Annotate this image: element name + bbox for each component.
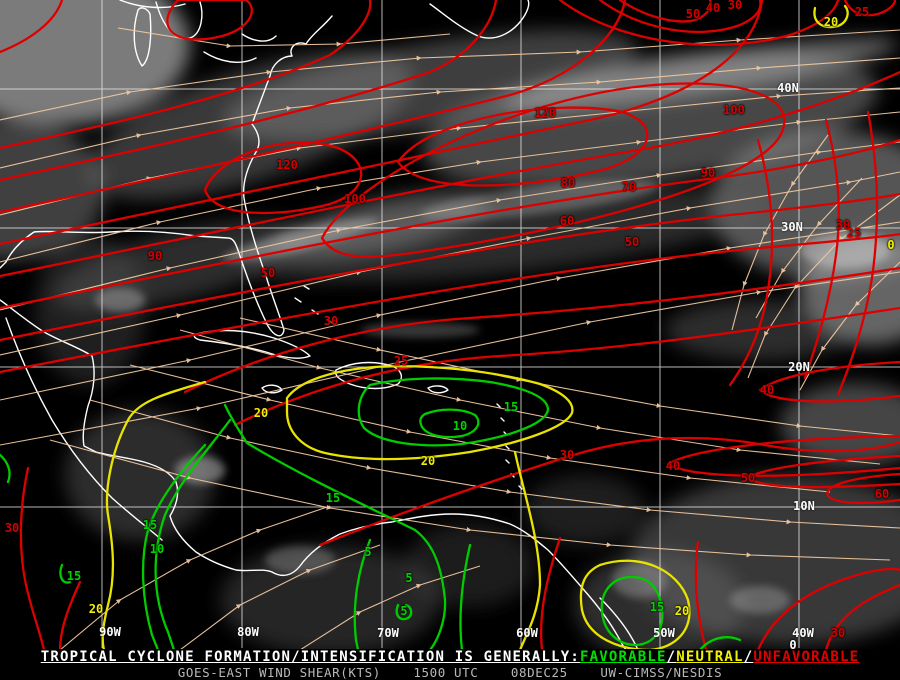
legend-caption-bar: TROPICAL CYCLONE FORMATION/INTENSIFICATI… xyxy=(0,649,900,666)
shear-contours-favorable xyxy=(0,377,742,650)
streamlines xyxy=(0,27,900,650)
shear-contours-neutral xyxy=(101,4,849,650)
legend-prefix-text: TROPICAL CYCLONE FORMATION/INTENSIFICATI… xyxy=(40,649,580,665)
product-info-bar: GOES-EAST WIND SHEAR(KTS) 1500 UTC 08DEC… xyxy=(0,666,900,680)
legend-favorable-text: FAVORABLE xyxy=(579,649,667,665)
legend-separator: / xyxy=(666,649,677,665)
product-info-text: GOES-EAST WIND SHEAR(KTS) 1500 UTC 08DEC… xyxy=(177,665,723,680)
satellite-map-canvas xyxy=(0,0,900,650)
legend-neutral-text: NEUTRAL xyxy=(676,649,744,665)
legend-separator: / xyxy=(743,649,754,665)
shear-contours-high xyxy=(0,0,900,650)
legend-unfavorable-text: UNFAVORABLE xyxy=(753,649,860,665)
